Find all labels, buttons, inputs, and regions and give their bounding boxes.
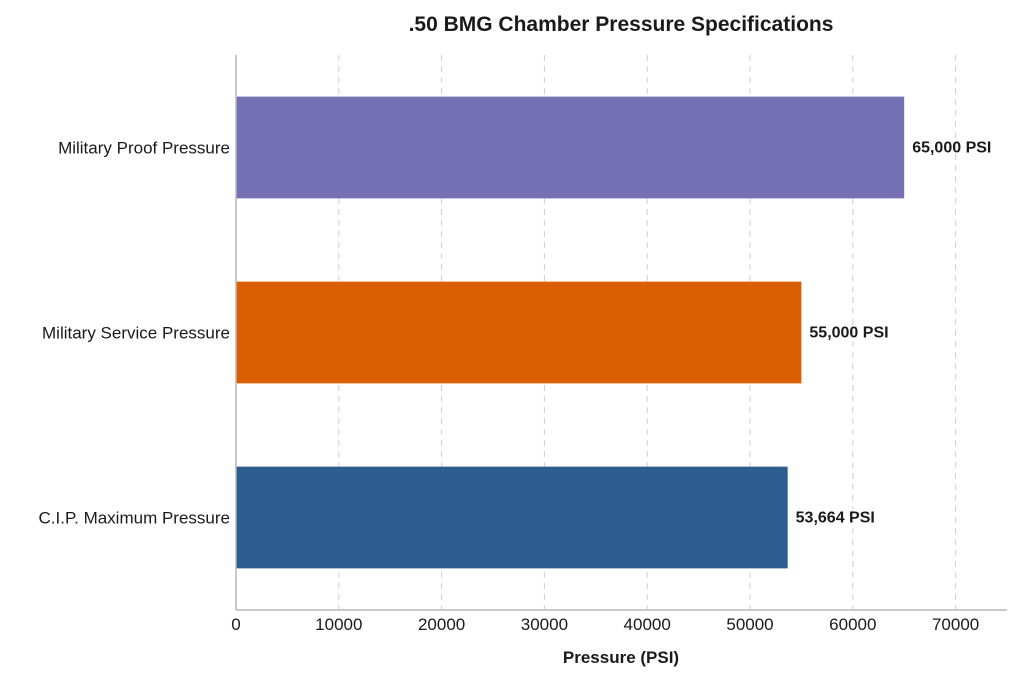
- category-label: Military Service Pressure: [42, 324, 230, 343]
- x-tick-labels: 0 10000 20000 30000 40000 50000 60000 70000: [231, 615, 979, 634]
- x-tick-label: 50000: [726, 615, 773, 634]
- x-tick-label: 60000: [829, 615, 876, 634]
- bar: [236, 281, 802, 384]
- category-label: Military Proof Pressure: [58, 139, 230, 158]
- chart-title: .50 BMG Chamber Pressure Specifications: [409, 13, 834, 36]
- axes: [235, 55, 1007, 611]
- category-labels: Military Proof Pressure Military Service …: [39, 139, 230, 528]
- data-labels: 65,000 PSI 55,000 PSI 53,664 PSI: [796, 140, 992, 527]
- bar: [236, 96, 905, 199]
- bars: [236, 96, 905, 569]
- x-tick-label: 0: [231, 615, 240, 634]
- x-tick-label: 20000: [418, 615, 465, 634]
- data-label: 65,000 PSI: [912, 140, 991, 157]
- data-label: 53,664 PSI: [796, 510, 875, 527]
- x-tick-label: 70000: [932, 615, 979, 634]
- bar: [236, 466, 788, 569]
- category-label: C.I.P. Maximum Pressure: [39, 509, 230, 528]
- x-tick-label: 40000: [624, 615, 671, 634]
- x-axis-label: Pressure (PSI): [563, 648, 679, 667]
- x-tick-label: 30000: [521, 615, 568, 634]
- x-tick-label: 10000: [315, 615, 362, 634]
- data-label: 55,000 PSI: [809, 325, 888, 342]
